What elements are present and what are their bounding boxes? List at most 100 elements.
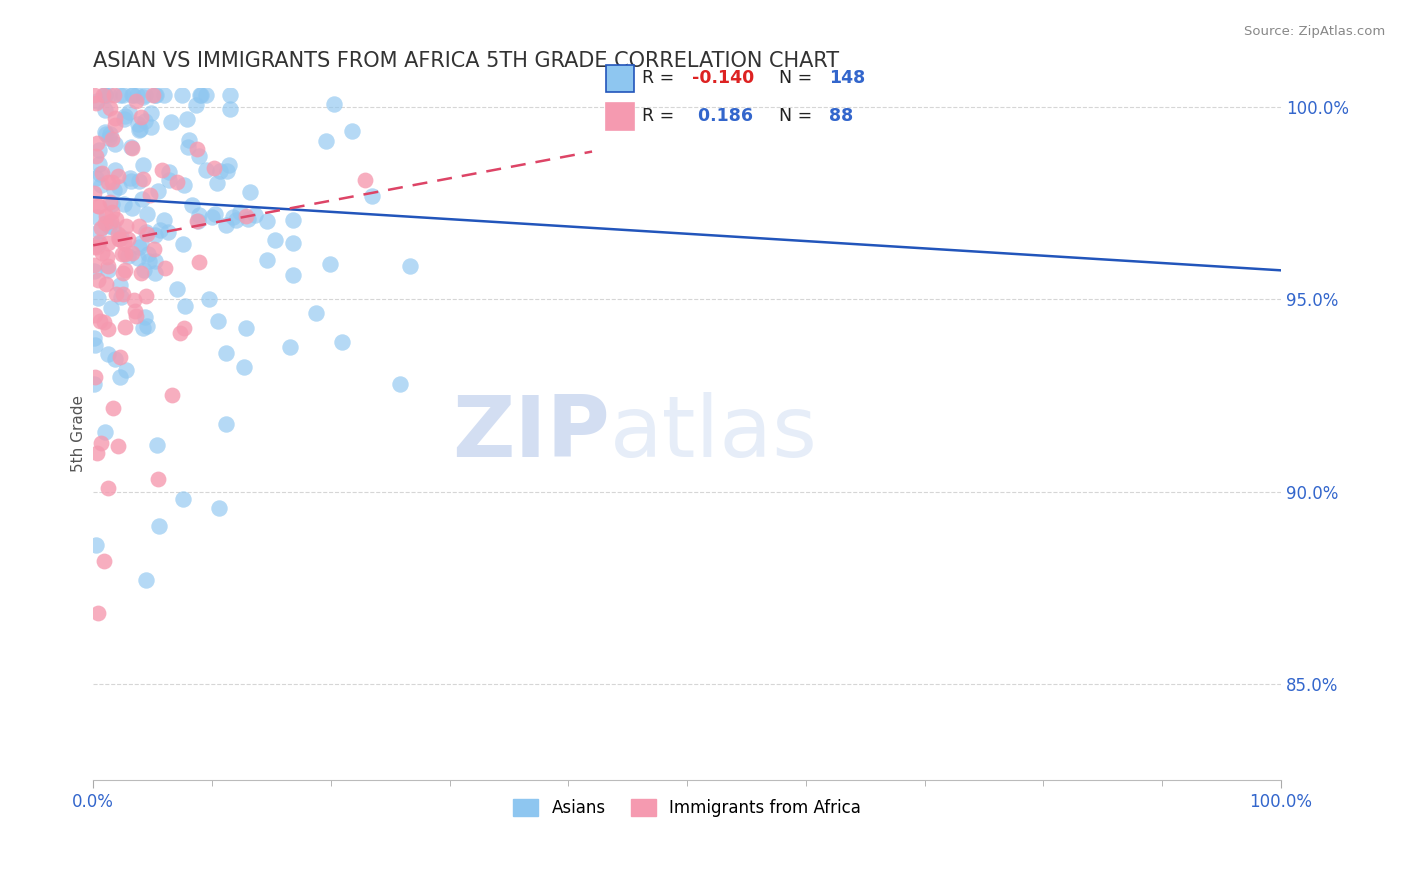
- Point: [181, 197, 204, 211]
- Point: [128, 122, 150, 136]
- Point: [146, 184, 169, 198]
- Point: [315, 134, 337, 148]
- Point: [127, 88, 149, 103]
- Point: [173, 178, 195, 193]
- Point: [143, 242, 166, 256]
- Point: [97, 175, 120, 189]
- Point: [229, 205, 252, 219]
- Point: [194, 88, 217, 103]
- Point: [143, 88, 166, 103]
- Point: [98, 101, 121, 115]
- Point: [101, 175, 124, 189]
- Point: [83, 88, 105, 103]
- Point: [145, 88, 167, 103]
- Point: [103, 183, 125, 197]
- Point: [176, 112, 198, 126]
- Point: [131, 90, 153, 104]
- Text: ZIP: ZIP: [453, 392, 610, 475]
- Point: [135, 573, 157, 587]
- Point: [93, 315, 115, 329]
- Point: [187, 214, 209, 228]
- Point: [139, 106, 162, 120]
- Point: [128, 174, 150, 188]
- Point: [187, 148, 209, 162]
- Point: [186, 142, 208, 156]
- Point: [108, 350, 131, 364]
- Point: [148, 472, 170, 486]
- Point: [87, 237, 110, 252]
- Point: [353, 172, 375, 186]
- Text: ASIAN VS IMMIGRANTS FROM AFRICA 5TH GRADE CORRELATION CHART: ASIAN VS IMMIGRANTS FROM AFRICA 5TH GRAD…: [93, 51, 839, 70]
- Point: [122, 88, 145, 103]
- Point: [243, 209, 266, 223]
- Point: [132, 320, 155, 334]
- Point: [177, 133, 200, 147]
- Point: [204, 207, 226, 221]
- Point: [134, 263, 156, 277]
- Point: [143, 227, 166, 242]
- Point: [340, 124, 363, 138]
- Point: [148, 223, 170, 237]
- Point: [94, 103, 117, 117]
- Point: [131, 171, 153, 186]
- Text: atlas: atlas: [610, 392, 818, 475]
- Point: [135, 225, 157, 239]
- Point: [111, 246, 134, 260]
- Point: [86, 445, 108, 459]
- Text: -0.140: -0.140: [692, 69, 754, 87]
- Point: [89, 157, 111, 171]
- Point: [87, 143, 110, 157]
- Point: [215, 219, 238, 233]
- Point: [153, 212, 176, 227]
- Point: [87, 291, 110, 305]
- Point: [389, 377, 412, 392]
- Point: [187, 255, 209, 269]
- Point: [94, 216, 117, 230]
- Point: [118, 104, 141, 119]
- FancyBboxPatch shape: [606, 103, 634, 130]
- Point: [256, 252, 278, 267]
- Point: [235, 209, 257, 223]
- Point: [87, 235, 110, 249]
- Point: [197, 292, 219, 306]
- Text: Source: ZipAtlas.com: Source: ZipAtlas.com: [1244, 25, 1385, 38]
- Point: [122, 293, 145, 308]
- Point: [143, 253, 166, 268]
- Point: [108, 370, 131, 384]
- Point: [208, 164, 231, 178]
- Point: [96, 127, 118, 141]
- Point: [117, 249, 139, 263]
- Point: [98, 127, 121, 141]
- Point: [160, 388, 183, 402]
- Point: [111, 266, 134, 280]
- Point: [155, 260, 177, 275]
- Point: [202, 161, 225, 175]
- Point: [159, 173, 181, 187]
- Point: [86, 210, 108, 224]
- Point: [86, 94, 108, 108]
- Point: [108, 88, 131, 103]
- Point: [86, 240, 108, 254]
- Point: [135, 207, 157, 221]
- Point: [146, 438, 169, 452]
- Point: [160, 115, 183, 129]
- Point: [91, 245, 114, 260]
- Point: [87, 606, 110, 620]
- Point: [114, 363, 136, 377]
- Point: [124, 309, 146, 323]
- Point: [96, 277, 118, 292]
- Point: [97, 219, 120, 234]
- Point: [114, 109, 136, 123]
- Point: [186, 214, 208, 228]
- Point: [128, 219, 150, 233]
- Point: [94, 88, 117, 103]
- Point: [89, 224, 111, 238]
- Point: [112, 197, 135, 211]
- Point: [101, 401, 124, 416]
- Point: [104, 118, 127, 132]
- Point: [121, 141, 143, 155]
- Point: [207, 314, 229, 328]
- Legend: Asians, Immigrants from Africa: Asians, Immigrants from Africa: [506, 792, 868, 824]
- Point: [93, 88, 115, 103]
- Point: [83, 370, 105, 384]
